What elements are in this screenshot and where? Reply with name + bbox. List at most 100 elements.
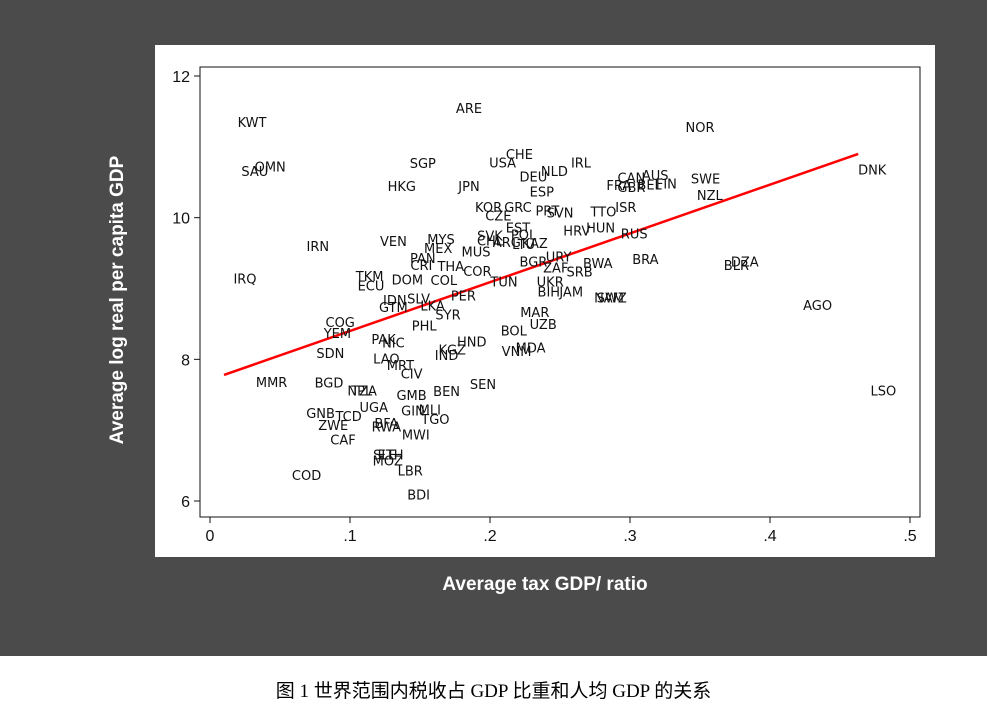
point-label: BEL bbox=[637, 178, 662, 193]
point-label: DZA bbox=[731, 256, 759, 271]
point-label: BGR bbox=[520, 256, 548, 271]
point-label: EST bbox=[506, 222, 530, 237]
x-tick-label: .3 bbox=[623, 528, 636, 545]
point-label: COL bbox=[431, 274, 458, 289]
point-label: MUS bbox=[462, 246, 491, 261]
point-label: NLD bbox=[541, 165, 568, 180]
point-label: BDI bbox=[407, 489, 430, 504]
point-label: CHE bbox=[506, 148, 533, 163]
y-tick-label: 6 bbox=[181, 494, 190, 511]
point-label: DNK bbox=[858, 164, 887, 179]
point-label: KOR bbox=[475, 201, 502, 216]
point-label: MLI bbox=[419, 404, 441, 419]
point-label: HUN bbox=[586, 222, 615, 237]
point-label: JPN bbox=[457, 180, 479, 195]
point-label: MDA bbox=[516, 341, 546, 356]
point-label: NPL bbox=[347, 385, 373, 400]
point-label: PAK bbox=[371, 333, 396, 348]
x-tick-label: .5 bbox=[903, 528, 916, 545]
point-label: MWI bbox=[402, 428, 430, 443]
y-tick-label: 12 bbox=[172, 69, 190, 86]
point-label: NOR bbox=[686, 121, 715, 136]
point-label: BIH bbox=[538, 285, 561, 300]
point-label: NZL bbox=[697, 189, 724, 204]
point-label: YEM bbox=[323, 327, 351, 342]
point-label: LBR bbox=[398, 465, 423, 480]
point-label: BEN bbox=[433, 385, 460, 400]
point-label: BGD bbox=[315, 377, 344, 392]
point-label: CHL bbox=[477, 234, 504, 249]
plot-border bbox=[199, 66, 921, 518]
point-label: IND bbox=[435, 349, 459, 364]
point-label: ESP bbox=[530, 185, 554, 200]
point-label: USA bbox=[489, 156, 516, 171]
point-label: PHL bbox=[412, 319, 438, 334]
point-label: SYR bbox=[435, 309, 460, 324]
point-label: ARE bbox=[456, 102, 482, 117]
point-label: RUS bbox=[621, 227, 648, 242]
point-label: COR bbox=[463, 265, 491, 280]
point-label: UGA bbox=[360, 401, 389, 416]
point-label: SVN bbox=[547, 207, 574, 222]
point-label: CIV bbox=[401, 368, 423, 383]
point-label: CAN bbox=[618, 171, 646, 186]
point-label: AGO bbox=[803, 299, 832, 314]
y-tick-label: 8 bbox=[181, 352, 190, 369]
point-label: CRI bbox=[410, 259, 432, 274]
point-label: PAN bbox=[410, 252, 436, 267]
point-label: BOL bbox=[501, 324, 528, 339]
point-label: TUN bbox=[489, 275, 517, 290]
point-label: ETH bbox=[378, 448, 404, 463]
x-tick-label: 0 bbox=[206, 528, 215, 545]
point-label: POL bbox=[511, 229, 537, 244]
point-label: TZA bbox=[350, 385, 377, 400]
point-label: TKM bbox=[355, 270, 384, 285]
point-label: KWT bbox=[238, 116, 267, 131]
point-label: CZE bbox=[485, 210, 511, 225]
point-label: SAU bbox=[241, 165, 268, 180]
x-axis-label: Average tax GDP/ ratio bbox=[442, 574, 648, 595]
point-label: GNB bbox=[306, 407, 335, 422]
point-label: GMB bbox=[396, 389, 426, 404]
y-tick-label: 10 bbox=[172, 211, 190, 228]
point-label: ARG bbox=[493, 236, 521, 251]
point-label: GTM bbox=[379, 301, 408, 316]
point-label: LSO bbox=[871, 385, 897, 400]
point-label: MRT bbox=[387, 359, 414, 374]
point-label: KGZ bbox=[438, 343, 466, 358]
point-label: NIC bbox=[382, 336, 405, 351]
point-label: KAZ bbox=[522, 237, 548, 252]
point-label: IRQ bbox=[233, 273, 256, 288]
point-label: MAR bbox=[520, 306, 549, 321]
point-label: IRL bbox=[571, 156, 592, 171]
point-label: DEU bbox=[520, 171, 548, 186]
point-label: SWE bbox=[691, 173, 720, 188]
point-label: MYS bbox=[427, 233, 454, 248]
point-label: FRA bbox=[606, 179, 631, 194]
point-label: TTO bbox=[589, 205, 616, 220]
point-label: SRB bbox=[566, 266, 592, 281]
x-tick-label: .2 bbox=[483, 528, 496, 545]
point-label: MEX bbox=[424, 242, 452, 257]
point-label: OMN bbox=[255, 161, 286, 176]
x-tick-label: .4 bbox=[763, 528, 776, 545]
fit-line bbox=[223, 152, 859, 377]
point-label: BFA bbox=[374, 417, 398, 432]
point-label: COD bbox=[292, 469, 321, 484]
point-label: FIN bbox=[656, 178, 677, 193]
plot-panel: 6 8 10 12 0 .1 .2 .3 .4 .5 KWT ARE NOR DNK OMN SAU SGP HK… bbox=[155, 45, 935, 557]
point-label: THA bbox=[436, 260, 464, 275]
point-label: COG bbox=[326, 316, 355, 331]
point-label: TGO bbox=[420, 413, 449, 428]
point-label: ISR bbox=[615, 201, 636, 216]
point-label: SEN bbox=[470, 378, 496, 393]
point-label: HKG bbox=[388, 180, 416, 195]
y-axis-label: Average log real per capita GDP bbox=[107, 155, 128, 445]
point-label: VNM bbox=[502, 345, 532, 360]
point-label: ZWE bbox=[318, 419, 348, 434]
point-label: SLE bbox=[373, 448, 397, 463]
point-label: ZAF bbox=[543, 261, 568, 276]
point-label: GBR bbox=[617, 181, 645, 196]
point-label: AUS bbox=[642, 169, 669, 184]
